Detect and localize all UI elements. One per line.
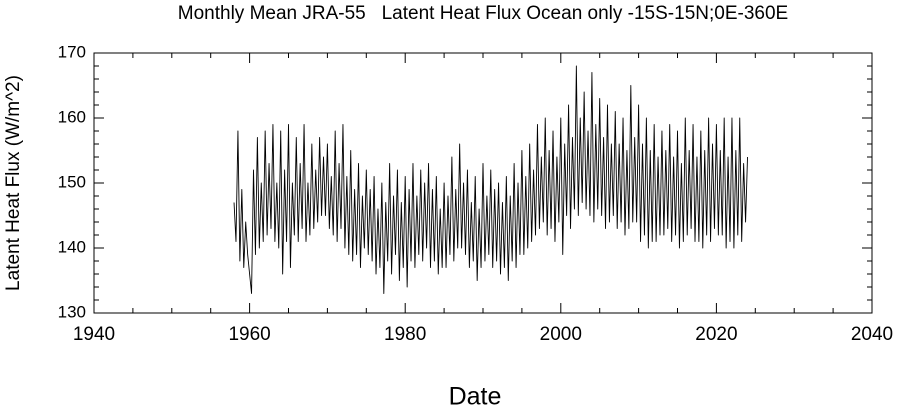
chart-title: Monthly Mean JRA-55 Latent Heat Flux Oce… bbox=[178, 3, 788, 24]
y-tick-label: 170 bbox=[58, 42, 86, 61]
y-tick-label: 140 bbox=[58, 237, 86, 256]
y-tick-label: 150 bbox=[58, 172, 86, 191]
x-tick-label: 1940 bbox=[73, 324, 115, 345]
x-axis-label: Date bbox=[449, 383, 502, 410]
x-tick-label: 2000 bbox=[540, 324, 582, 345]
x-tick-label: 2020 bbox=[695, 324, 737, 345]
x-tick-label: 2040 bbox=[851, 324, 893, 345]
x-tick-label: 1960 bbox=[228, 324, 270, 345]
y-tick-label: 130 bbox=[58, 302, 86, 321]
data-line bbox=[233, 65, 748, 294]
y-axis-label: Latent Heat Flux (W/m^2) bbox=[3, 75, 24, 291]
y-tick-label: 160 bbox=[58, 107, 86, 126]
x-tick-label: 1980 bbox=[384, 324, 426, 345]
